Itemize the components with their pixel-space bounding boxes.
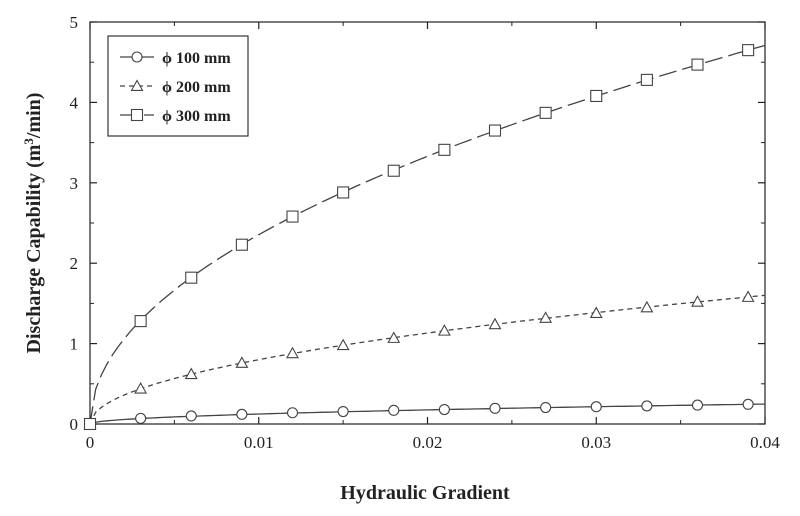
data-point (387, 331, 401, 343)
y-tick-label: 3 (70, 174, 79, 193)
x-tick-label: 0.01 (244, 433, 274, 452)
series-layer (83, 44, 766, 431)
legend-marker (130, 79, 144, 91)
y-axis-label-main: Discharge Capability (m (23, 144, 45, 353)
data-point (438, 143, 451, 156)
series-circle (84, 398, 765, 430)
data-point (236, 408, 248, 420)
data-point (185, 271, 198, 284)
legend-marker (130, 108, 144, 122)
data-point (336, 338, 350, 351)
legend-label: ϕ 200 mm (162, 79, 231, 96)
legend-label: ϕ 300 mm (162, 108, 231, 125)
series-line (89, 294, 766, 425)
data-point (337, 186, 350, 199)
data-point (83, 417, 97, 431)
data-point (742, 398, 754, 410)
data-point (134, 381, 148, 394)
data-point (235, 356, 249, 368)
data-point (589, 306, 603, 318)
data-point (388, 404, 400, 416)
data-point (286, 346, 299, 359)
data-point (641, 400, 653, 412)
series-line (89, 403, 765, 425)
y-tick-label: 1 (70, 335, 79, 354)
data-point (691, 58, 704, 71)
data-point (590, 89, 603, 103)
y-axis-label-tail: /min) (23, 93, 45, 140)
data-point (437, 324, 451, 336)
data-point (387, 164, 400, 177)
data-point (286, 210, 299, 223)
y-tick-label: 2 (70, 254, 79, 273)
data-point (489, 402, 501, 414)
legend-marker (131, 51, 143, 63)
legend-item: ϕ 300 mm (120, 108, 231, 125)
y-axis-label: Discharge Capability (m3/min) (21, 93, 46, 354)
series-triangle (83, 290, 766, 429)
data-point (539, 106, 552, 119)
data-point (184, 367, 198, 380)
data-point (337, 405, 349, 418)
legend-item: ϕ 200 mm (120, 79, 231, 96)
data-point (742, 44, 755, 57)
data-point (540, 401, 552, 414)
x-axis-ticks: 0 0.01 0.02 0.03 0.04 (86, 22, 780, 452)
y-tick-label: 4 (70, 93, 79, 112)
y-axis-ticks: 0 1 2 3 4 5 (70, 13, 765, 434)
data-point (286, 407, 299, 419)
x-tick-label: 0 (86, 433, 95, 452)
data-point (691, 399, 704, 411)
y-axis-label-superscript: 3 (21, 138, 36, 145)
data-point (235, 238, 248, 251)
data-point (741, 290, 755, 302)
data-point (488, 317, 502, 330)
data-point (135, 412, 147, 424)
data-point (438, 403, 450, 416)
legend-label: ϕ 100 mm (162, 50, 231, 67)
legend: ϕ 100 mm ϕ 200 mm ϕ 300 mm (107, 35, 249, 137)
y-tick-label: 5 (70, 13, 79, 32)
series-square (83, 44, 766, 431)
data-point (185, 410, 197, 422)
x-tick-label: 0.02 (413, 433, 443, 452)
legend-item: ϕ 100 mm (120, 50, 231, 67)
x-axis-label: Hydraulic Gradient (340, 482, 510, 504)
data-point (640, 300, 654, 313)
data-point (640, 73, 653, 86)
data-point (590, 401, 602, 413)
x-tick-label: 0.04 (750, 433, 780, 452)
y-tick-label: 0 (70, 415, 79, 434)
data-point (539, 311, 553, 323)
data-point (134, 315, 147, 328)
x-tick-label: 0.03 (581, 433, 611, 452)
data-point (691, 295, 704, 307)
data-point (488, 124, 502, 137)
